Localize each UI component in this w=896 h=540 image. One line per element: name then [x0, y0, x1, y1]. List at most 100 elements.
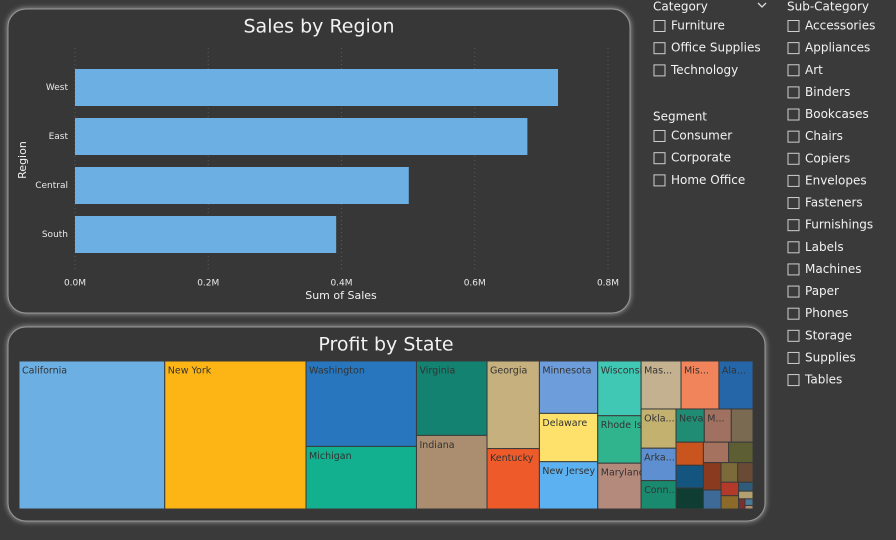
y-axis-title: Region — [16, 141, 29, 179]
cell-label: Mis... — [684, 366, 709, 377]
slicer-option[interactable]: Paper — [805, 284, 839, 298]
treemap-cell[interactable] — [720, 495, 740, 510]
slicer-option[interactable]: Supplies — [805, 350, 856, 364]
treemap-cell[interactable] — [640, 408, 677, 449]
treemap-cell[interactable] — [738, 498, 746, 510]
treemap-cell[interactable] — [675, 441, 704, 466]
slicer-option[interactable]: Bookcases — [805, 107, 869, 121]
slicer-option[interactable]: Labels — [805, 240, 844, 254]
treemap-cell[interactable] — [744, 504, 754, 510]
slicer-option[interactable]: Corporate — [671, 151, 731, 165]
slicer-option[interactable]: Office Supplies — [671, 41, 761, 55]
cell-label: Wisconsin — [601, 366, 648, 377]
dropdown-chevron[interactable] — [757, 2, 767, 8]
checkbox[interactable] — [653, 64, 666, 77]
treemap-cell[interactable] — [18, 360, 166, 510]
treemap-cell[interactable] — [486, 360, 540, 450]
checkbox[interactable] — [787, 219, 800, 232]
slicer-option[interactable]: Art — [805, 63, 823, 77]
checkbox[interactable] — [787, 64, 800, 77]
checkbox[interactable] — [787, 285, 800, 298]
x-tick-label: 0.0M — [64, 279, 86, 289]
slicer-option[interactable]: Furnishings — [805, 218, 873, 232]
slicer-option[interactable]: Tables — [804, 373, 842, 387]
treemap-cell[interactable] — [720, 462, 739, 483]
bar — [75, 118, 528, 155]
slicer-option[interactable]: Envelopes — [805, 173, 867, 187]
slicer-option[interactable]: Appliances — [805, 41, 870, 55]
slicer-option[interactable]: Chairs — [805, 129, 843, 143]
cell-label: Indiana — [419, 440, 454, 451]
treemap-cell[interactable] — [415, 434, 488, 510]
checkbox[interactable] — [787, 351, 800, 364]
treemap-cell[interactable] — [486, 448, 540, 510]
treemap-cell[interactable] — [728, 441, 754, 464]
slicer-title: Category — [653, 0, 708, 14]
cell-label: New York — [168, 366, 212, 377]
x-axis-title: Sum of Sales — [305, 289, 377, 302]
treemap-cell[interactable] — [538, 360, 599, 414]
treemap-cell[interactable] — [718, 360, 754, 410]
checkbox[interactable] — [787, 197, 800, 210]
checkbox[interactable] — [787, 130, 800, 143]
checkbox[interactable] — [653, 130, 666, 142]
treemap-cell[interactable] — [164, 360, 307, 510]
checkbox[interactable] — [653, 152, 666, 165]
treemap-cell[interactable] — [680, 360, 720, 410]
checkbox[interactable] — [787, 108, 800, 121]
checkbox[interactable] — [787, 174, 800, 187]
slicer-option[interactable]: Storage — [805, 328, 852, 342]
checkbox[interactable] — [653, 42, 666, 55]
slicer-option[interactable]: Furniture — [671, 19, 725, 33]
checkbox[interactable] — [787, 42, 800, 55]
treemap-cell[interactable] — [675, 464, 704, 489]
treemap-cell[interactable] — [675, 487, 704, 510]
checkbox[interactable] — [787, 329, 800, 342]
treemap-cell[interactable] — [738, 481, 754, 492]
checkbox[interactable] — [787, 374, 800, 387]
treemap-cell[interactable] — [640, 360, 682, 410]
treemap-cell[interactable] — [738, 490, 754, 500]
cell-label: Kentucky — [490, 453, 534, 464]
treemap-cell[interactable] — [720, 481, 740, 497]
slicer-option[interactable]: Accessories — [805, 19, 875, 33]
treemap-cell[interactable] — [744, 498, 754, 506]
cell-label: M... — [707, 413, 724, 424]
treemap-cell[interactable] — [702, 441, 730, 464]
cell-label: Delaware — [542, 418, 587, 429]
cell-label: Ala... — [722, 366, 746, 377]
slicer-title: Sub-Category — [787, 0, 869, 14]
slicer-option[interactable]: Home Office — [671, 173, 745, 187]
checkbox[interactable] — [653, 174, 666, 187]
treemap-cell[interactable] — [597, 462, 642, 510]
checkbox[interactable] — [787, 263, 800, 276]
slicer-option[interactable]: Copiers — [805, 151, 850, 165]
cell-label: Georgia — [490, 366, 527, 377]
checkbox[interactable] — [787, 152, 800, 165]
bar — [75, 167, 409, 204]
treemap-cell[interactable] — [640, 480, 677, 510]
slicer-option[interactable]: Consumer — [671, 129, 732, 143]
slicer-option[interactable]: Binders — [805, 85, 850, 99]
treemap-cell[interactable] — [597, 360, 642, 417]
slicer-option[interactable]: Technology — [670, 63, 738, 77]
checkbox[interactable] — [787, 307, 800, 320]
checkbox[interactable] — [653, 20, 666, 32]
y-tick-label: Central — [35, 181, 68, 191]
slicer-option[interactable]: Machines — [805, 262, 861, 276]
checkbox[interactable] — [787, 241, 800, 254]
treemap-cell[interactable] — [675, 408, 705, 443]
cell-label: Maryland — [601, 468, 645, 479]
treemap-cell[interactable] — [702, 462, 722, 491]
slicer-option[interactable]: Fasteners — [805, 196, 863, 210]
checkbox[interactable] — [787, 86, 800, 99]
checkbox[interactable] — [787, 20, 800, 32]
treemap-cell[interactable] — [538, 461, 599, 510]
treemap-cell[interactable] — [737, 462, 754, 483]
treemap-cell[interactable] — [730, 408, 754, 443]
treemap-cell[interactable] — [415, 360, 488, 436]
slicer-option[interactable]: Phones — [805, 306, 848, 320]
treemap-cell[interactable] — [702, 489, 722, 510]
treemap-cell[interactable] — [640, 447, 677, 482]
